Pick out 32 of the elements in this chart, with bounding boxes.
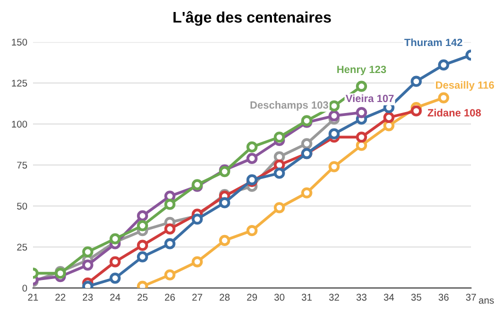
- x-tick-label: 22: [55, 294, 66, 301]
- y-tick-label: 75: [17, 162, 28, 169]
- y-tick-label: 50: [17, 202, 28, 210]
- y-tick-label: 25: [17, 244, 28, 251]
- x-tick-label: 27: [192, 294, 202, 301]
- text: Henry 123: [337, 66, 386, 76]
- text: Vieira 107: [346, 94, 394, 102]
- y-tick-label: 150: [12, 38, 28, 46]
- text: Thuram 142: [404, 38, 462, 46]
- x-tick-label: 21: [28, 294, 38, 301]
- text: Zidane 108: [428, 108, 481, 116]
- y-tick-label: 125: [12, 80, 28, 87]
- x-tick-label: 25: [138, 294, 148, 301]
- x-tick-label: 33: [356, 294, 366, 301]
- x-tick-label: 32: [329, 294, 340, 301]
- x-tick-label: 23: [82, 294, 93, 301]
- text: Desailly 116: [436, 81, 494, 91]
- x-tick-label: 28: [220, 294, 230, 301]
- x-tick-label: 31: [302, 294, 312, 301]
- x-tick-label: 29: [247, 294, 257, 301]
- y-tick-label: 0: [22, 284, 28, 292]
- x-tick-label: 26: [164, 294, 175, 301]
- x-tick-label: 24: [110, 294, 120, 301]
- y-tick-label: 100: [12, 120, 28, 128]
- chart-title: L'âge des centenaires: [174, 11, 331, 26]
- x-tick-label: 34: [384, 294, 394, 301]
- x-tick-label: 30: [274, 294, 284, 301]
- x-tick-label: 35: [411, 294, 422, 301]
- x-tick-label: 37: [466, 294, 476, 301]
- x-tick-label: 36: [438, 294, 449, 301]
- x-axis-title: ans: [478, 298, 494, 304]
- text: Deschamps 103: [250, 101, 328, 111]
